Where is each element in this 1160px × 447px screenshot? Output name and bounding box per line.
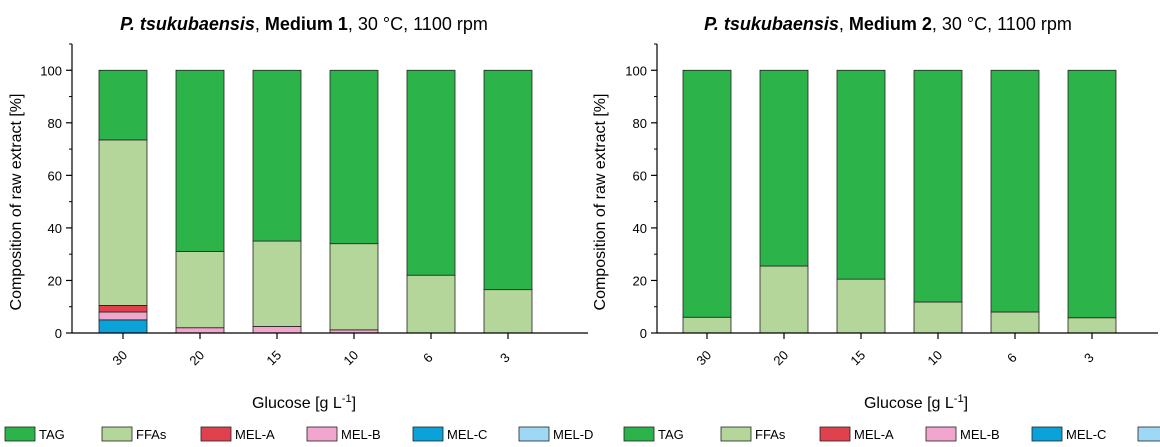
legend-label: MEL-B bbox=[341, 427, 381, 442]
legend-swatch-ffas bbox=[720, 426, 752, 442]
y-tick-label: 20 bbox=[48, 273, 62, 288]
y-tick-label: 100 bbox=[40, 63, 62, 78]
bar-segment-ffas-20 bbox=[175, 251, 225, 329]
bar-segment-tag-20 bbox=[175, 69, 225, 252]
y-tick-label: 40 bbox=[48, 221, 62, 236]
x-axis-label: Glucose [g L-1] bbox=[864, 393, 968, 412]
y-axis-label: Composition of raw extract [%] bbox=[8, 94, 25, 311]
bar-segment-tag-30 bbox=[682, 69, 732, 318]
legend-label: FFAs bbox=[136, 427, 167, 442]
bar-segment-tag-3 bbox=[483, 69, 533, 291]
bar-segment-ffas-15 bbox=[836, 278, 886, 334]
x-tick-label: 3 bbox=[1081, 350, 1097, 366]
legend-swatch-mel-c bbox=[412, 426, 444, 442]
x-tick-label: 20 bbox=[770, 347, 791, 368]
bar-segment-tag-15 bbox=[252, 69, 302, 242]
x-tick-label: 6 bbox=[420, 350, 436, 366]
legend-swatch-mel-a bbox=[200, 426, 232, 442]
bar-segment-tag-15 bbox=[836, 69, 886, 280]
bars bbox=[98, 69, 533, 334]
y-tick-label: 100 bbox=[625, 63, 647, 78]
y-tick-label: 60 bbox=[48, 168, 62, 183]
bar-segment-ffas-10 bbox=[913, 301, 963, 334]
x-tick-label: 15 bbox=[847, 347, 868, 368]
legend-label: MEL-B bbox=[960, 427, 1000, 442]
legend-label: TAG bbox=[39, 427, 65, 442]
bars bbox=[682, 69, 1117, 334]
y-ticks: 0 20 40 60 80 100 bbox=[40, 43, 72, 341]
y-tick-label: 0 bbox=[55, 326, 62, 341]
bar-segment-mel-c-30 bbox=[98, 319, 148, 334]
bar-segment-tag-10 bbox=[913, 69, 963, 303]
chart-medium-2: P. tsukubaensis, Medium 2, 30 °C, 1100 r… bbox=[592, 14, 1160, 442]
x-tick-label: 30 bbox=[693, 347, 714, 368]
bar-segment-ffas-3 bbox=[483, 289, 533, 334]
legend-swatch-tag bbox=[623, 426, 655, 442]
bar-segment-tag-3 bbox=[1067, 69, 1117, 319]
legend-label: MEL-C bbox=[1066, 427, 1106, 442]
bar-segment-ffas-30 bbox=[682, 316, 732, 334]
y-axis-label: Composition of raw extract [%] bbox=[592, 94, 609, 311]
x-tick-label: 15 bbox=[263, 347, 284, 368]
chart-title: P. tsukubaensis, Medium 1, 30 °C, 1100 r… bbox=[120, 14, 488, 34]
bar-segment-tag-20 bbox=[759, 69, 809, 267]
x-tick-label: 10 bbox=[924, 347, 945, 368]
bar-segment-ffas-30 bbox=[98, 139, 148, 306]
bar-segment-ffas-15 bbox=[252, 240, 302, 327]
legend-label: MEL-A bbox=[235, 427, 275, 442]
legend-label: MEL-A bbox=[854, 427, 894, 442]
y-tick-label: 0 bbox=[640, 326, 647, 341]
y-tick-label: 20 bbox=[633, 273, 647, 288]
legend: TAG FFAs MEL-A MEL-B MEL-C MEL-D bbox=[4, 426, 593, 442]
bar-segment-ffas-6 bbox=[990, 311, 1040, 334]
x-ticks: 30 20 15 10 6 3 bbox=[109, 333, 513, 368]
x-tick-label: 30 bbox=[109, 347, 130, 368]
legend-label: FFAs bbox=[755, 427, 786, 442]
chart-medium-1: P. tsukubaensis, Medium 1, 30 °C, 1100 r… bbox=[4, 14, 593, 442]
bar-segment-ffas-6 bbox=[406, 274, 456, 334]
bar-segment-ffas-10 bbox=[329, 243, 379, 331]
legend-swatch-mel-c bbox=[1031, 426, 1063, 442]
y-tick-label: 80 bbox=[48, 116, 62, 131]
x-axis-label: Glucose [g L-1] bbox=[252, 393, 356, 412]
x-ticks: 30 20 15 10 6 3 bbox=[693, 333, 1097, 368]
chart-title: P. tsukubaensis, Medium 2, 30 °C, 1100 r… bbox=[704, 14, 1072, 34]
x-tick-label: 6 bbox=[1004, 350, 1020, 366]
legend-swatch-tag bbox=[4, 426, 36, 442]
legend-swatch-mel-d bbox=[1137, 426, 1160, 442]
legend-label: TAG bbox=[658, 427, 684, 442]
legend-swatch-mel-b bbox=[925, 426, 957, 442]
bar-segment-mel-a-30 bbox=[98, 305, 148, 313]
bar-segment-ffas-3 bbox=[1067, 317, 1117, 334]
y-ticks: 0 20 40 60 80 100 bbox=[625, 43, 657, 341]
x-tick-label: 20 bbox=[186, 347, 207, 368]
bar-segment-mel-b-20 bbox=[175, 327, 225, 334]
y-tick-label: 60 bbox=[633, 168, 647, 183]
bar-segment-ffas-20 bbox=[759, 265, 809, 334]
legend-label: MEL-D bbox=[553, 427, 593, 442]
bar-segment-tag-6 bbox=[406, 69, 456, 276]
y-tick-label: 80 bbox=[633, 116, 647, 131]
bar-segment-mel-b-30 bbox=[98, 311, 148, 321]
bar-segment-tag-6 bbox=[990, 69, 1040, 313]
x-tick-label: 10 bbox=[340, 347, 361, 368]
bar-segment-mel-b-15 bbox=[252, 326, 302, 334]
y-tick-label: 40 bbox=[633, 221, 647, 236]
legend-label: MEL-C bbox=[447, 427, 487, 442]
legend-swatch-mel-a bbox=[819, 426, 851, 442]
bar-segment-tag-10 bbox=[329, 69, 379, 245]
bar-segment-tag-30 bbox=[98, 69, 148, 141]
legend-swatch-mel-d bbox=[518, 426, 550, 442]
x-tick-label: 3 bbox=[497, 350, 513, 366]
legend-swatch-mel-b bbox=[306, 426, 338, 442]
legend-swatch-ffas bbox=[101, 426, 133, 442]
